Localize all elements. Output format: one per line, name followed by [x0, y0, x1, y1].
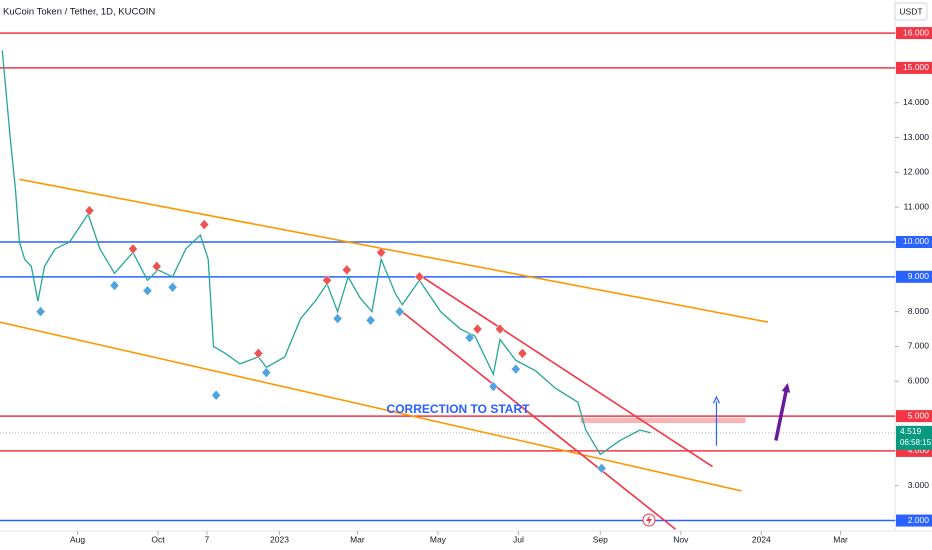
low-marker [35, 306, 46, 318]
price-line [1, 50, 651, 456]
y-tick-label: 12.000 [903, 167, 929, 177]
countdown-label: 06:58:15 [900, 438, 932, 447]
trendline [421, 276, 713, 468]
y-tick-box [896, 270, 932, 283]
resistance-zone [580, 417, 746, 424]
low-marker [261, 367, 272, 378]
trendline [399, 309, 677, 530]
high-marker [84, 205, 95, 217]
low-marker [109, 280, 120, 291]
high-marker [495, 323, 505, 335]
x-tick-label: 2024 [752, 534, 771, 544]
x-tick-label: Sep [593, 534, 608, 544]
high-marker [151, 260, 162, 272]
y-tick-box [896, 410, 932, 423]
current-price-box [896, 425, 932, 450]
y-tick-label: 4.000 [908, 445, 930, 455]
y-tick-label: 16.000 [903, 27, 929, 37]
high-marker [253, 348, 264, 359]
x-tick-label: Aug [70, 534, 85, 544]
y-tick-label: 14.000 [903, 97, 929, 107]
y-tick-label: 5.000 [908, 410, 930, 420]
current-price-label: 4.519 [900, 426, 922, 436]
arrow-head [712, 395, 721, 404]
y-tick-label: 8.000 [908, 306, 930, 316]
x-tick-label: May [430, 534, 447, 544]
x-tick-label: Nov [673, 534, 689, 544]
low-marker [596, 462, 607, 474]
high-marker [414, 271, 425, 283]
currency-button[interactable] [894, 2, 928, 21]
y-tick-label: 9.000 [908, 271, 930, 281]
y-tick-label: 2.000 [908, 515, 930, 525]
arrow-head [781, 383, 791, 393]
x-tick-label: 2023 [270, 534, 289, 544]
plot-area: CORRECTION TO START [0, 32, 895, 530]
high-marker [341, 264, 352, 276]
low-marker [332, 313, 343, 324]
y-tick-label: 11.000 [904, 201, 930, 211]
low-marker [211, 389, 221, 401]
high-marker [199, 219, 210, 230]
high-marker [128, 243, 138, 255]
x-tick-label: Jul [513, 534, 524, 544]
y-tick-label: 3.000 [908, 480, 930, 490]
x-tick-label: Mar [350, 534, 365, 544]
x-tick-label: Oct [151, 534, 165, 544]
low-marker [488, 381, 499, 392]
low-marker [394, 306, 405, 318]
trendline [0, 321, 742, 492]
currency-label[interactable]: USDT [899, 6, 922, 16]
low-marker [365, 314, 376, 326]
x-tick-label: Mar [833, 534, 848, 544]
low-marker [167, 281, 178, 293]
high-marker [322, 274, 332, 286]
y-tick-label: 6.000 [908, 376, 930, 386]
x-tick-label: 7 [205, 534, 210, 544]
high-marker [472, 323, 483, 335]
y-tick-label: 7.000 [908, 341, 930, 351]
y-tick-box [896, 235, 932, 248]
y-tick-label: 13.000 [903, 132, 929, 142]
y-tick-box [896, 27, 932, 40]
arrow-shaft [774, 388, 789, 441]
annotation: CORRECTION TO START [387, 402, 531, 416]
axes: 2.000 3.000 4.000 5.000 6.000 7.000 8.000 9.000… [70, 27, 932, 544]
y-tick-label: 10.000 [903, 236, 929, 246]
high-marker [376, 247, 386, 258]
chart-title: KuCoin Token / Tether, 1D, KUCOIN [3, 7, 155, 18]
low-marker [464, 332, 475, 344]
low-marker [142, 285, 153, 297]
high-marker [517, 348, 528, 359]
trendline [19, 178, 769, 323]
y-tick-box [896, 61, 932, 74]
event-icon-bolt [646, 515, 652, 525]
y-tick-box [896, 514, 932, 527]
low-marker [510, 363, 521, 375]
y-tick-label: 15.000 [903, 62, 929, 72]
